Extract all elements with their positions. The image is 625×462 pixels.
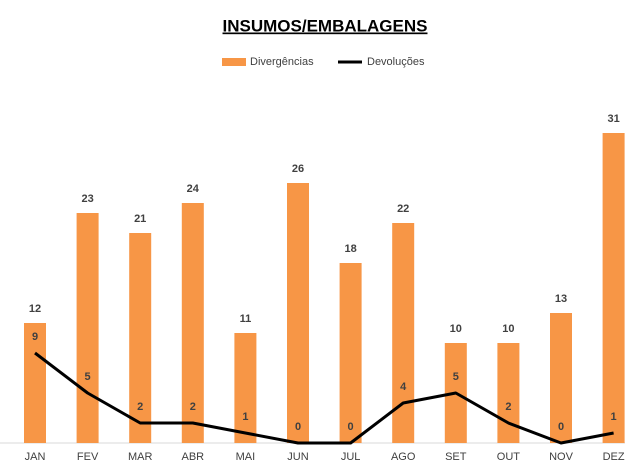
x-tick-label: MAR [128,451,153,462]
value-label: 2 [137,401,143,413]
bar [129,233,152,443]
line [34,351,614,445]
bar [234,333,257,443]
bar [497,343,520,443]
value-label: 1 [242,411,248,423]
x-tick-label: SET [445,451,467,462]
value-label: 0 [295,421,301,433]
value-label: 10 [502,323,514,335]
value-label: 21 [134,213,146,225]
value-label: 0 [558,421,564,433]
x-tick-label: ABR [181,451,204,462]
value-label: 22 [397,203,409,215]
bar [392,223,415,443]
x-tick-label: MAI [236,451,256,462]
legend-label: Devoluções [367,56,425,68]
legend-swatch [222,58,246,66]
x-tick-label: AGO [391,451,416,462]
x-tick-label: JAN [25,451,46,462]
value-label: 31 [607,113,619,125]
x-tick-label: JUL [341,451,361,462]
bar [550,313,572,443]
x-tick-label: DEZ [603,451,625,462]
x-tick-label: JUN [287,451,308,462]
value-label: 2 [505,401,511,413]
bar [602,133,625,443]
value-label: 24 [187,183,200,195]
bar [287,183,309,443]
bar [24,323,46,443]
value-label: 1 [611,411,617,423]
value-label: 5 [85,371,91,383]
value-label: 13 [555,293,567,305]
legend-label: Divergências [250,56,314,68]
x-tick-label: OUT [497,451,521,462]
bar [181,203,204,443]
value-label: 18 [344,243,356,255]
value-label: 9 [32,331,38,343]
x-tick-label: NOV [549,451,574,462]
value-label: 12 [29,303,41,315]
value-label: 5 [453,371,459,383]
value-label: 11 [240,313,252,325]
bar [76,213,99,443]
value-label: 26 [292,163,304,175]
value-label: 2 [190,401,196,413]
chart-title: INSUMOS/EMBALAGENS [223,16,428,35]
bar [339,263,362,443]
x-tick-label: FEV [77,451,99,462]
value-label: 4 [400,381,407,393]
value-label: 23 [81,193,93,205]
value-label: 10 [450,323,462,335]
value-label: 0 [348,421,354,433]
